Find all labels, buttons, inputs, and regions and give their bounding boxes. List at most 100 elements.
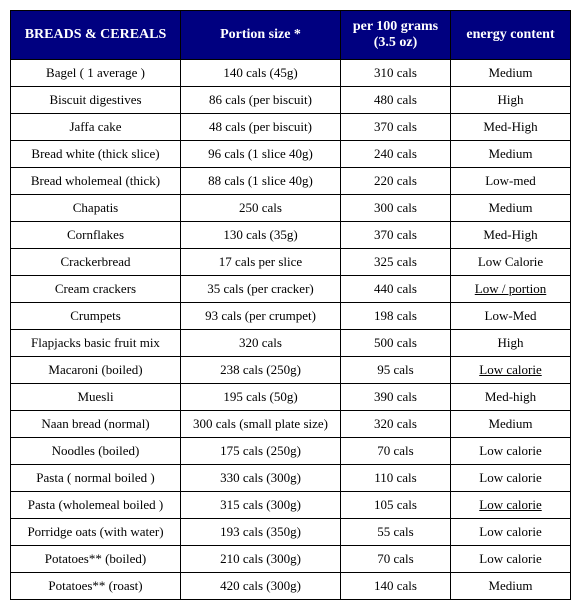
col-header-per100g: per 100 grams (3.5 oz) [341, 11, 451, 60]
per100g-cell: 370 cals [341, 114, 451, 141]
portion-cell: 315 cals (300g) [181, 492, 341, 519]
per100g-cell: 300 cals [341, 195, 451, 222]
per100g-cell: 95 cals [341, 357, 451, 384]
energy-cell: Low calorie [451, 492, 571, 519]
per100g-cell: 390 cals [341, 384, 451, 411]
portion-cell: 330 cals (300g) [181, 465, 341, 492]
per100g-cell: 198 cals [341, 303, 451, 330]
portion-cell: 238 cals (250g) [181, 357, 341, 384]
per100g-cell: 70 cals [341, 546, 451, 573]
table-row: Cream crackers35 cals (per cracker)440 c… [11, 276, 571, 303]
energy-cell: Low calorie [451, 546, 571, 573]
portion-cell: 96 cals (1 slice 40g) [181, 141, 341, 168]
table-row: Bread white (thick slice)96 cals (1 slic… [11, 141, 571, 168]
food-cell: Crackerbread [11, 249, 181, 276]
calorie-table: BREADS & CEREALS Portion size * per 100 … [10, 10, 571, 600]
table-row: Crackerbread17 cals per slice325 calsLow… [11, 249, 571, 276]
food-cell: Pasta ( normal boiled ) [11, 465, 181, 492]
food-cell: Pasta (wholemeal boiled ) [11, 492, 181, 519]
col-header-energy: energy content [451, 11, 571, 60]
table-row: Biscuit digestives86 cals (per biscuit)4… [11, 87, 571, 114]
table-body: Bagel ( 1 average )140 cals (45g)310 cal… [11, 60, 571, 600]
energy-cell: Low calorie [451, 357, 571, 384]
energy-cell: High [451, 330, 571, 357]
per100g-cell: 240 cals [341, 141, 451, 168]
portion-cell: 300 cals (small plate size) [181, 411, 341, 438]
food-cell: Noodles (boiled) [11, 438, 181, 465]
energy-cell: Medium [451, 573, 571, 600]
portion-cell: 195 cals (50g) [181, 384, 341, 411]
table-row: Potatoes** (boiled)210 cals (300g)70 cal… [11, 546, 571, 573]
food-cell: Bread wholemeal (thick) [11, 168, 181, 195]
portion-cell: 210 cals (300g) [181, 546, 341, 573]
portion-cell: 250 cals [181, 195, 341, 222]
col-header-portion: Portion size * [181, 11, 341, 60]
table-row: Pasta ( normal boiled )330 cals (300g)11… [11, 465, 571, 492]
per100g-cell: 110 cals [341, 465, 451, 492]
food-cell: Potatoes** (roast) [11, 573, 181, 600]
food-cell: Muesli [11, 384, 181, 411]
food-cell: Jaffa cake [11, 114, 181, 141]
food-cell: Cream crackers [11, 276, 181, 303]
per100g-cell: 55 cals [341, 519, 451, 546]
per100g-cell: 140 cals [341, 573, 451, 600]
per100g-cell: 70 cals [341, 438, 451, 465]
portion-cell: 320 cals [181, 330, 341, 357]
energy-cell: Medium [451, 195, 571, 222]
portion-cell: 88 cals (1 slice 40g) [181, 168, 341, 195]
col-header-food: BREADS & CEREALS [11, 11, 181, 60]
table-row: Naan bread (normal)300 cals (small plate… [11, 411, 571, 438]
per100g-cell: 320 cals [341, 411, 451, 438]
energy-cell: Med-high [451, 384, 571, 411]
table-row: Flapjacks basic fruit mix320 cals500 cal… [11, 330, 571, 357]
energy-cell: Low Calorie [451, 249, 571, 276]
food-cell: Bread white (thick slice) [11, 141, 181, 168]
table-row: Bagel ( 1 average )140 cals (45g)310 cal… [11, 60, 571, 87]
energy-cell: Low-Med [451, 303, 571, 330]
portion-cell: 140 cals (45g) [181, 60, 341, 87]
per100g-cell: 325 cals [341, 249, 451, 276]
table-row: Muesli195 cals (50g)390 calsMed-high [11, 384, 571, 411]
table-row: Crumpets93 cals (per crumpet)198 calsLow… [11, 303, 571, 330]
per100g-cell: 440 cals [341, 276, 451, 303]
energy-cell: Medium [451, 141, 571, 168]
table-row: Noodles (boiled)175 cals (250g)70 calsLo… [11, 438, 571, 465]
portion-cell: 93 cals (per crumpet) [181, 303, 341, 330]
per100g-cell: 105 cals [341, 492, 451, 519]
food-cell: Bagel ( 1 average ) [11, 60, 181, 87]
energy-cell: High [451, 87, 571, 114]
portion-cell: 193 cals (350g) [181, 519, 341, 546]
energy-cell: Low calorie [451, 438, 571, 465]
portion-cell: 420 cals (300g) [181, 573, 341, 600]
food-cell: Biscuit digestives [11, 87, 181, 114]
per100g-cell: 480 cals [341, 87, 451, 114]
energy-cell: Low-med [451, 168, 571, 195]
food-cell: Chapatis [11, 195, 181, 222]
per100g-cell: 500 cals [341, 330, 451, 357]
portion-cell: 130 cals (35g) [181, 222, 341, 249]
food-cell: Porridge oats (with water) [11, 519, 181, 546]
table-row: Chapatis250 cals300 calsMedium [11, 195, 571, 222]
portion-cell: 48 cals (per biscuit) [181, 114, 341, 141]
table-row: Potatoes** (roast)420 cals (300g)140 cal… [11, 573, 571, 600]
portion-cell: 35 cals (per cracker) [181, 276, 341, 303]
energy-cell: Med-High [451, 114, 571, 141]
table-row: Pasta (wholemeal boiled )315 cals (300g)… [11, 492, 571, 519]
portion-cell: 175 cals (250g) [181, 438, 341, 465]
table-header: BREADS & CEREALS Portion size * per 100 … [11, 11, 571, 60]
table-row: Bread wholemeal (thick)88 cals (1 slice … [11, 168, 571, 195]
per100g-cell: 370 cals [341, 222, 451, 249]
table-row: Macaroni (boiled)238 cals (250g)95 calsL… [11, 357, 571, 384]
per100g-cell: 310 cals [341, 60, 451, 87]
energy-cell: Medium [451, 60, 571, 87]
food-cell: Crumpets [11, 303, 181, 330]
energy-cell: Low calorie [451, 519, 571, 546]
food-cell: Naan bread (normal) [11, 411, 181, 438]
portion-cell: 86 cals (per biscuit) [181, 87, 341, 114]
table-row: Porridge oats (with water)193 cals (350g… [11, 519, 571, 546]
food-cell: Macaroni (boiled) [11, 357, 181, 384]
table-row: Jaffa cake48 cals (per biscuit)370 calsM… [11, 114, 571, 141]
energy-cell: Med-High [451, 222, 571, 249]
table-row: Cornflakes130 cals (35g)370 calsMed-High [11, 222, 571, 249]
energy-cell: Medium [451, 411, 571, 438]
